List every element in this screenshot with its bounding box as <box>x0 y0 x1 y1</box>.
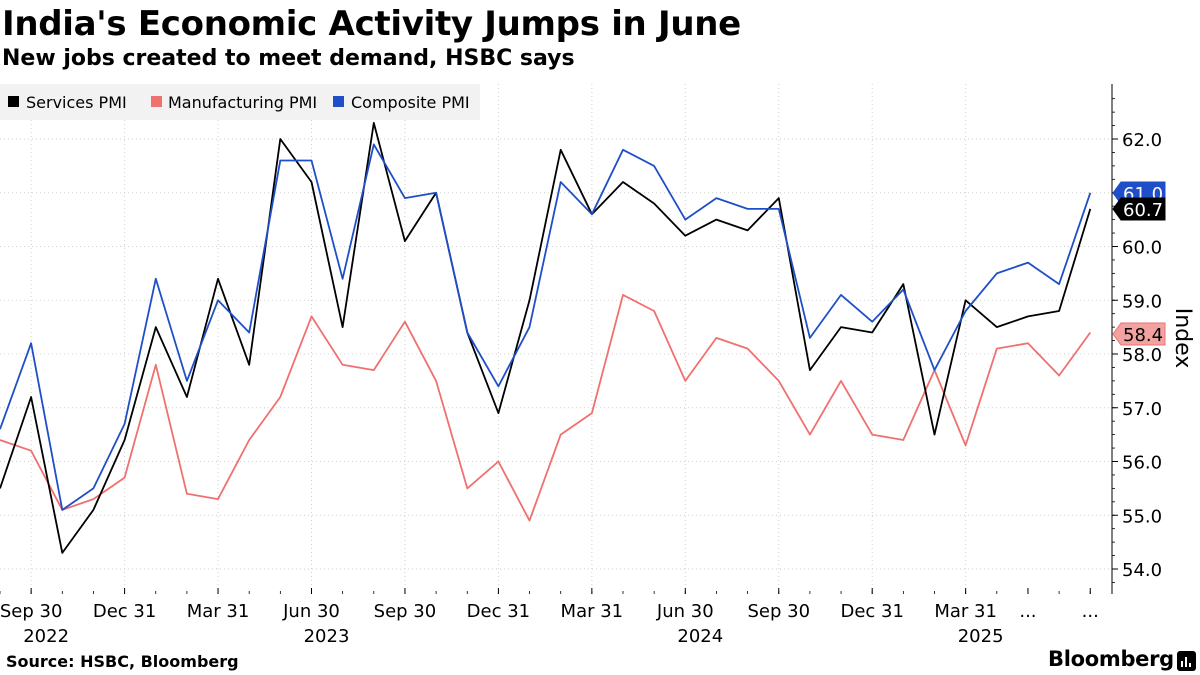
gridlines <box>0 84 1112 594</box>
x-year-label: 2023 <box>304 626 350 647</box>
y-tick-label: 54.0 <box>1122 560 1162 581</box>
series-lines <box>0 122 1092 554</box>
series-line-services <box>0 122 1092 554</box>
y-tick-label: 62.0 <box>1122 130 1162 151</box>
y-axis: 54.055.056.057.058.059.060.061.062.0 <box>1111 84 1162 594</box>
x-tick-label: Jun 30 <box>282 601 340 622</box>
end-label-services: 60.7 <box>1123 200 1163 221</box>
x-year-label: 2022 <box>23 626 69 647</box>
y-tick-label: 58.0 <box>1122 345 1162 366</box>
y-tick-label: 57.0 <box>1122 399 1162 420</box>
x-tick-label: Mar 31 <box>187 601 250 622</box>
series-line-manufacturing <box>0 293 1092 522</box>
x-tick-label: ... <box>1019 601 1036 622</box>
bloomberg-chart-icon <box>1177 651 1196 671</box>
y-axis-title: Index <box>1170 308 1195 369</box>
end-label-manufacturing: 58.4 <box>1123 325 1163 346</box>
legend-background <box>0 84 480 120</box>
x-tick-label: Sep 30 <box>0 601 62 622</box>
bloomberg-logo: Bloomberg <box>1048 647 1174 671</box>
end-label-box-manufacturing <box>1112 322 1166 346</box>
x-tick-label: Dec 31 <box>840 601 903 622</box>
legend-swatch-composite <box>333 96 344 107</box>
legend-label-composite: Composite PMI <box>351 93 470 112</box>
legend-label-manufacturing: Manufacturing PMI <box>168 93 317 112</box>
x-tick-label: Dec 31 <box>467 601 530 622</box>
x-tick-label: Dec 31 <box>93 601 156 622</box>
y-tick-label: 59.0 <box>1122 291 1162 312</box>
y-tick-label: 60.0 <box>1122 238 1162 259</box>
x-tick-label: Mar 31 <box>934 601 997 622</box>
x-tick-label: Sep 30 <box>747 601 810 622</box>
x-year-label: 2024 <box>677 626 723 647</box>
x-tick-label: Jun 30 <box>656 601 714 622</box>
y-tick-label: 56.0 <box>1122 453 1162 474</box>
x-year-label: 2025 <box>958 626 1004 647</box>
chart-subtitle: New jobs created to meet demand, HSBC sa… <box>2 46 575 71</box>
x-axis: Sep 30 Dec 31 Mar 31 Jun 30 Sep 30 Dec 31 Mar … <box>0 588 1099 647</box>
end-label-box-services <box>1112 197 1166 221</box>
x-tick-label: ... <box>1082 601 1099 622</box>
series-line-composite <box>0 143 1092 511</box>
y-tick-label: 55.0 <box>1122 506 1162 527</box>
legend-swatch-manufacturing <box>151 96 162 107</box>
source-note: Source: HSBC, Bloomberg <box>6 652 239 671</box>
x-tick-label: Mar 31 <box>561 601 624 622</box>
legend-label-services: Services PMI <box>26 93 127 112</box>
legend-swatch-services <box>8 96 19 107</box>
chart-title: India's Economic Activity Jumps in June <box>2 4 741 44</box>
chart-legend: Services PMI Manufacturing PMI Composite… <box>0 84 480 120</box>
end-value-labels: 61.060.758.4 <box>1112 181 1166 346</box>
x-tick-label: Sep 30 <box>374 601 437 622</box>
